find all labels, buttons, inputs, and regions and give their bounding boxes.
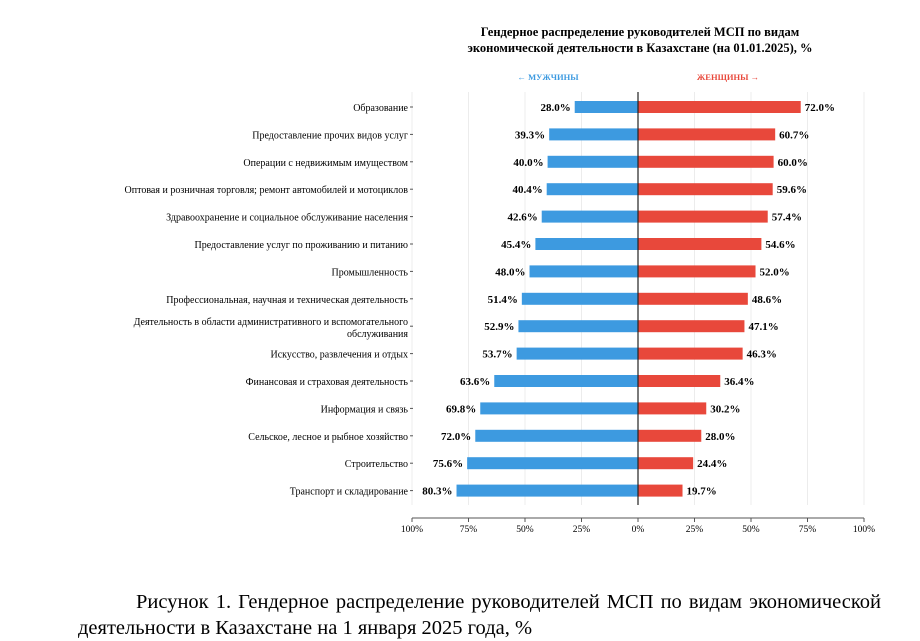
data-label-men: 52.9% [484, 321, 514, 333]
data-label-women: 47.1% [748, 321, 778, 333]
bar-women [638, 183, 773, 196]
figure-caption-text: Рисунок 1. Гендерное распределение руков… [78, 591, 881, 639]
bar-men [518, 320, 638, 333]
data-label-women: 48.6% [752, 294, 782, 306]
data-label-men: 80.3% [422, 486, 452, 498]
bar-men [456, 484, 638, 497]
category-label: Сельское, лесное и рыбное хозяйство [248, 432, 408, 443]
bar-women [638, 292, 748, 305]
bars-layer [456, 101, 801, 497]
bar-women [638, 128, 776, 141]
bar-men [475, 429, 638, 442]
bar-women [638, 320, 745, 333]
data-label-men: 69.8% [446, 403, 476, 415]
legend-layer: ← МУЖЧИНЫ ЖЕНЩИНЫ → [517, 72, 759, 82]
category-label: Предоставление услуг по проживанию и пит… [194, 240, 408, 251]
x-tick-label: 75% [460, 525, 478, 535]
bar-women [638, 484, 683, 497]
data-label-men: 28.0% [540, 102, 570, 114]
data-label-men: 63.6% [460, 376, 490, 388]
bar-men [480, 402, 638, 415]
bar-men [535, 238, 638, 250]
category-label-cont: обслуживания [347, 329, 408, 340]
category-label: Промышленность [331, 267, 408, 278]
data-label-men: 75.6% [433, 458, 463, 470]
category-label: Строительство [345, 459, 408, 470]
data-label-women: 24.4% [697, 458, 727, 470]
chart-title: Гендерное распределение руководителей МС… [400, 24, 880, 56]
bar-women [638, 457, 694, 470]
data-label-women: 72.0% [805, 102, 835, 114]
bar-women [638, 375, 721, 387]
data-label-men: 51.4% [488, 294, 518, 306]
x-tick-label: 50% [742, 525, 760, 535]
figure-caption: Рисунок 1. Гендерное распределение руков… [78, 589, 881, 641]
category-label: Образование [353, 103, 408, 114]
bar-men [541, 210, 638, 223]
bar-men [494, 375, 638, 387]
category-label: Транспорт и складирование [290, 487, 409, 498]
bar-women [638, 347, 743, 360]
chart-title-line-1: Гендерное распределение руководителей МС… [480, 25, 800, 39]
bar-men [521, 292, 638, 305]
data-label-women: 19.7% [687, 486, 717, 498]
category-label: Предоставление прочих видов услуг [252, 130, 408, 141]
data-label-women: 30.2% [710, 403, 740, 415]
data-label-men: 40.0% [513, 157, 543, 169]
bar-men [467, 457, 638, 470]
data-label-men: 72.0% [441, 431, 471, 443]
bar-women [638, 238, 762, 250]
axis-layer: 100% 75% 50% 25% 0% 25% 50% 75% 100% [401, 92, 875, 535]
bar-men [549, 128, 638, 141]
category-label: Деятельность в области административного… [134, 317, 408, 328]
data-label-women: 59.6% [777, 184, 807, 196]
diverging-bar-chart: 28.0% 72.0% Образование 39.3% 60.7% Предостав… [125, 72, 876, 535]
data-label-men: 45.4% [501, 239, 531, 251]
x-tick-label: 50% [516, 525, 534, 535]
data-label-men: 39.3% [515, 129, 545, 141]
x-tick-label: 75% [799, 525, 817, 535]
data-label-men: 53.7% [482, 349, 512, 361]
x-tick-label: 25% [686, 525, 704, 535]
category-label: Здравоохранение и социальное обслуживани… [166, 213, 408, 224]
bar-women [638, 101, 801, 113]
labels-layer: 28.0% 72.0% Образование 39.3% 60.7% Предостав… [125, 102, 835, 498]
bar-men [547, 155, 638, 168]
bar-men [516, 347, 638, 360]
category-label: Искусство, развлечения и отдых [271, 350, 408, 361]
data-label-women: 52.0% [760, 266, 790, 278]
data-label-women: 46.3% [747, 349, 777, 361]
bar-women [638, 265, 756, 278]
bar-women [638, 402, 707, 415]
bar-men [546, 183, 638, 196]
bar-women [638, 429, 702, 442]
data-label-women: 60.7% [779, 129, 809, 141]
x-tick-label: 25% [573, 525, 591, 535]
data-label-women: 28.0% [705, 431, 735, 443]
x-tick-label: 0% [632, 525, 645, 535]
data-label-women: 36.4% [724, 376, 754, 388]
data-label-women: 57.4% [772, 212, 802, 224]
x-tick-label: 100% [401, 525, 423, 535]
data-label-men: 48.0% [495, 266, 525, 278]
category-label: Оптовая и розничная торговля; ремонт авт… [125, 185, 409, 196]
category-label: Операции с недвижимым имуществом [243, 158, 408, 169]
bar-men [529, 265, 638, 278]
chart-title-line-2: экономической деятельности в Казахстане … [467, 41, 813, 55]
bar-women [638, 155, 774, 168]
bar-women [638, 210, 768, 223]
bar-men [574, 101, 638, 113]
x-tick-label: 100% [853, 525, 875, 535]
category-label: Финансовая и страховая деятельность [246, 377, 409, 388]
legend-women: ЖЕНЩИНЫ → [697, 72, 759, 82]
legend-men: ← МУЖЧИНЫ [517, 72, 579, 82]
category-label: Информация и связь [321, 404, 409, 415]
data-label-men: 42.6% [507, 212, 537, 224]
data-label-women: 60.0% [778, 157, 808, 169]
data-label-women: 54.6% [765, 239, 795, 251]
category-label: Профессиональная, научная и техническая … [166, 295, 408, 306]
data-label-men: 40.4% [512, 184, 542, 196]
